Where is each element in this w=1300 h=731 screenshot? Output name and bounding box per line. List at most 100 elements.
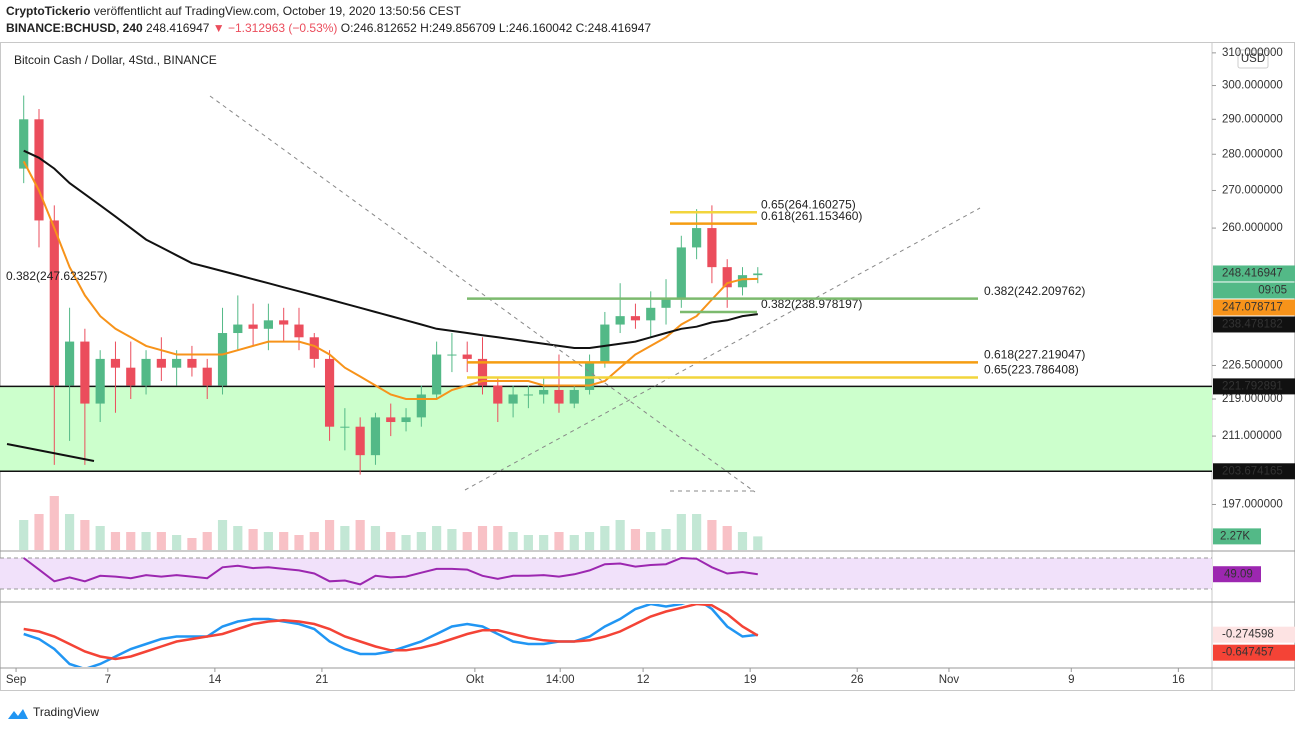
volume-bar [233, 526, 243, 550]
price-label: 203.674165 [1222, 465, 1283, 477]
fib-label: 0.382(242.209762) [984, 284, 1085, 298]
trend-line [6, 443, 95, 462]
volume-bar [386, 532, 396, 550]
price-label-box [1213, 299, 1295, 316]
moving-average [22, 160, 758, 400]
volume-bar [539, 535, 549, 550]
price-label-box [1213, 316, 1295, 333]
y-tick-label: 310.000000 [1222, 47, 1283, 59]
fib-label: 0.65(223.786408) [984, 363, 1079, 377]
y-tick-label: 211.000000 [1222, 430, 1282, 442]
candle-body [172, 358, 182, 368]
x-tick-label: 7 [105, 674, 111, 686]
trend-line [209, 95, 756, 493]
volume-bar [447, 529, 457, 550]
candle-body [248, 324, 258, 329]
volume-bar [279, 532, 289, 550]
x-tick-label: Sep [6, 674, 26, 686]
fib-label: 0.65(264.160275) [761, 197, 856, 211]
candle-body [447, 354, 457, 356]
price-label: 221.792891 [1222, 380, 1283, 392]
price-label-box [1213, 265, 1295, 282]
candle-body [646, 307, 656, 321]
candle-body [294, 324, 304, 338]
candle-body [554, 389, 564, 404]
candle-body [508, 394, 518, 404]
candle-body [493, 385, 503, 404]
volume-bar [217, 520, 228, 550]
candle-body [141, 358, 151, 386]
macd-label: -0.647457 [1222, 647, 1274, 659]
price-label: 238.478182 [1222, 319, 1283, 331]
volume-bar [156, 532, 166, 550]
countdown: 09:05 [1258, 285, 1287, 297]
volume-bar [477, 526, 488, 550]
symbol-line: BINANCE:BCHUSD, 240 248.416947 ▼ −1.3129… [6, 21, 651, 35]
candle-body [126, 367, 136, 386]
candle-body [217, 333, 228, 386]
brand: TradingView [33, 705, 99, 719]
candle-body [95, 358, 105, 404]
candle-body [110, 358, 121, 368]
x-tick-label: 21 [316, 674, 329, 686]
x-tick-label: 14 [208, 674, 221, 686]
price-label-box [1213, 463, 1295, 480]
candle-body [263, 320, 273, 329]
macd-label-box [1213, 644, 1295, 661]
candle-body [416, 394, 426, 418]
candle-body [355, 426, 365, 456]
volume-bar [753, 536, 763, 550]
volume-label: 2.27K [1220, 530, 1250, 542]
volume-bar [110, 532, 121, 550]
volume-bar [584, 532, 595, 550]
moving-average [23, 149, 758, 349]
y-tick-label: 260.000000 [1222, 222, 1283, 234]
volume-bar [49, 496, 59, 550]
volume-bar [248, 529, 258, 550]
candle-body [279, 320, 289, 325]
chart-title: Bitcoin Cash / Dollar, 4Std., BINANCE [14, 53, 217, 67]
candle-body [34, 119, 44, 221]
logo-mark [8, 709, 28, 719]
trend-line [464, 207, 981, 491]
x-tick-label: 19 [744, 674, 757, 686]
volume-bar [172, 535, 182, 550]
macd-label-box [1213, 626, 1295, 643]
candle-body [19, 119, 29, 169]
currency: USD [1241, 53, 1265, 65]
candle-body [49, 220, 59, 386]
candle-body [630, 316, 641, 321]
fib-label: 0.618(261.153460) [761, 209, 862, 223]
volume-label-box [1213, 528, 1261, 545]
overlay: 0.65(264.160275)0.618(261.153460) 0.382(2… [6, 95, 1085, 493]
price-label-box [1213, 378, 1295, 395]
candle-body [523, 394, 533, 396]
frame [0, 42, 1295, 691]
volume-bar [19, 520, 29, 550]
main-pane [0, 95, 1212, 550]
countdown-box [1213, 282, 1295, 299]
volume-bar [600, 526, 610, 550]
x-tick-label: 12 [637, 674, 650, 686]
candle-body [386, 417, 396, 423]
volume-bar [661, 529, 671, 550]
volume-bar [676, 514, 686, 550]
volume-bar [294, 535, 304, 550]
volume-bar [401, 535, 411, 550]
volume-bar [432, 526, 442, 550]
rsi-pane [0, 556, 1212, 590]
volume-bar [569, 535, 579, 550]
candle-body [370, 417, 381, 456]
y-tick-label: 226.500000 [1222, 360, 1283, 372]
candle-body [462, 354, 472, 359]
macd-label: -0.274598 [1222, 629, 1274, 641]
rsi-band [0, 558, 1212, 590]
volume-bar [692, 514, 702, 550]
candle-body [156, 358, 166, 368]
volume-bar [707, 520, 717, 550]
price: 248.416947 [146, 21, 210, 35]
x-tick-label: 14:00 [546, 674, 575, 686]
signal-line [23, 604, 759, 661]
volume-bar [370, 526, 381, 550]
